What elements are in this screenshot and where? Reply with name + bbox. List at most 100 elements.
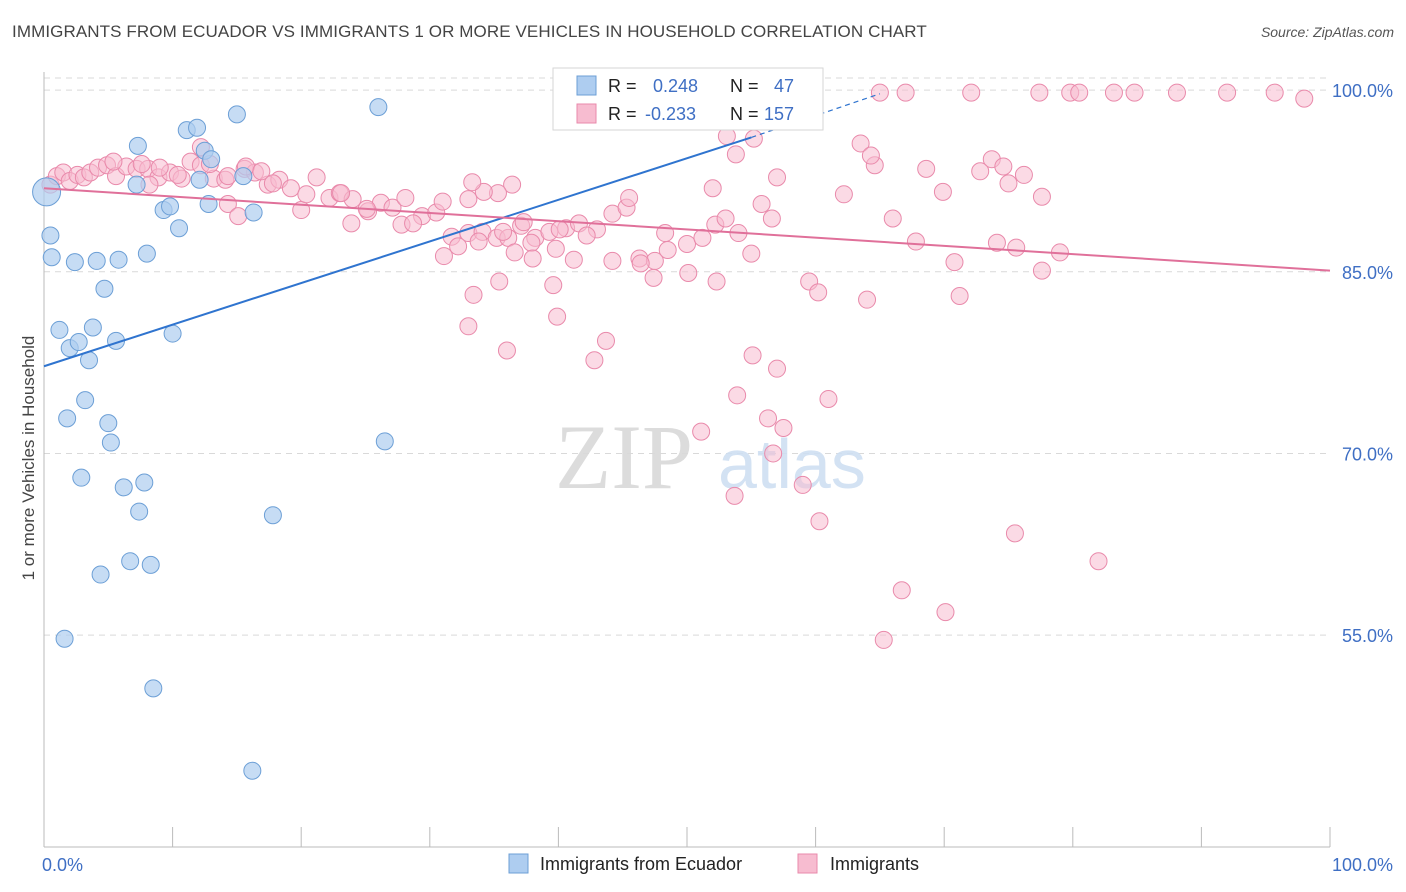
- immigrants-point: [726, 145, 745, 164]
- n-value-2: 157: [764, 104, 794, 124]
- immigrants-point: [463, 173, 482, 192]
- immigrants-point: [620, 188, 639, 207]
- immigrants-point: [229, 207, 248, 226]
- immigrants-point: [764, 444, 783, 463]
- ecuador-point: [58, 409, 77, 428]
- immigrants-point: [1125, 83, 1144, 102]
- immigrants-point: [759, 409, 778, 428]
- immigrants-point: [809, 283, 828, 302]
- immigrants-point: [716, 209, 735, 228]
- ecuador-point: [135, 473, 154, 492]
- ecuador-point: [76, 391, 95, 410]
- immigrants-point: [1218, 83, 1237, 102]
- immigrants-point: [728, 386, 747, 405]
- immigrants-point: [896, 83, 915, 102]
- immigrants-point: [1104, 83, 1123, 102]
- ecuador-trendline: [43, 136, 752, 368]
- x-tick-label-1: 100.0%: [1332, 855, 1393, 875]
- immigrants-point: [577, 226, 596, 245]
- immigrants-point: [603, 251, 622, 270]
- immigrants-point: [693, 228, 712, 247]
- immigrants-point: [585, 351, 604, 370]
- immigrants-point: [281, 179, 300, 198]
- immigrants-point: [774, 419, 793, 438]
- immigrants-point: [494, 222, 513, 241]
- immigrants-point: [168, 165, 187, 184]
- immigrants-point: [459, 190, 478, 209]
- ecuador-point: [170, 219, 189, 238]
- watermark-zip: ZIP: [555, 406, 693, 508]
- watermark-atlas: atlas: [718, 425, 866, 503]
- ecuador-point: [114, 478, 133, 497]
- immigrants-point: [342, 214, 361, 233]
- ecuador-point: [99, 414, 118, 433]
- x-tick-label-0: 0.0%: [42, 855, 83, 875]
- immigrants-point: [132, 155, 151, 174]
- immigrants-point: [505, 243, 524, 262]
- stats-legend-box: [552, 67, 824, 131]
- immigrants-point: [1030, 83, 1049, 102]
- immigrants-point: [550, 220, 569, 239]
- immigrants-point: [564, 250, 583, 269]
- immigrants-point: [1070, 83, 1089, 102]
- legend-immigrants-swatch: [797, 853, 818, 874]
- stats-legend: R = 0.248 N = 47 R = -0.233 N = 157: [552, 67, 824, 131]
- y-axis-label: 1 or more Vehicles in Household: [19, 336, 38, 581]
- ecuador-point: [369, 98, 388, 117]
- immigrants-point: [703, 179, 722, 198]
- immigrants-point: [707, 272, 726, 291]
- immigrants-point: [1032, 187, 1051, 206]
- ecuador-point: [202, 150, 221, 169]
- immigrants-point: [404, 214, 423, 233]
- immigrants-point: [474, 182, 493, 201]
- ecuador-point: [95, 279, 114, 298]
- immigrants-point: [936, 603, 955, 622]
- ecuador-point: [69, 333, 88, 352]
- immigrants-point: [762, 209, 781, 228]
- immigrants-point: [263, 174, 282, 193]
- immigrants-point: [819, 389, 838, 408]
- ecuador-swatch: [576, 75, 597, 96]
- immigrants-point: [1007, 238, 1026, 257]
- immigrants-point: [1014, 165, 1033, 184]
- immigrants-swatch: [576, 103, 597, 124]
- immigrants-point: [644, 268, 663, 287]
- y-tick-label-0: 55.0%: [1342, 626, 1393, 646]
- immigrants-point: [950, 287, 969, 306]
- grid-lines: [44, 77, 1330, 636]
- immigrants-point: [490, 272, 509, 291]
- ecuador-point: [65, 253, 84, 272]
- immigrants-point: [793, 475, 812, 494]
- x-tick-labels: 0.0% 100.0%: [42, 855, 1393, 875]
- immigrants-point: [658, 241, 677, 260]
- immigrants-point: [548, 307, 567, 326]
- immigrants-point: [459, 317, 478, 336]
- y-tick-label-1: 70.0%: [1342, 444, 1393, 464]
- ecuador-point: [227, 105, 246, 124]
- r-label-2: R =: [608, 104, 637, 124]
- ecuador-point: [137, 244, 156, 263]
- ecuador-point: [55, 629, 74, 648]
- immigrants-point: [631, 254, 650, 273]
- immigrants-point: [434, 247, 453, 266]
- immigrants-point: [883, 209, 902, 228]
- immigrants-point: [962, 83, 981, 102]
- immigrants-point: [1295, 89, 1314, 108]
- n-value-1: 47: [774, 76, 794, 96]
- immigrants-point: [810, 512, 829, 531]
- immigrants-point: [679, 264, 698, 283]
- n-label-2: N =: [730, 104, 759, 124]
- trendlines: [43, 93, 1331, 368]
- chart-title: IMMIGRANTS FROM ECUADOR VS IMMIGRANTS 1 …: [12, 22, 927, 41]
- ecuador-point: [375, 432, 394, 451]
- immigrants-point: [752, 194, 771, 213]
- immigrants-point: [994, 157, 1013, 176]
- x-ticks: [43, 827, 1331, 847]
- n-label-1: N =: [730, 76, 759, 96]
- legend-ecuador-label: Immigrants from Ecuador: [540, 854, 742, 874]
- immigrants-point: [433, 192, 452, 211]
- immigrants-point: [150, 158, 169, 177]
- immigrants-point: [522, 233, 541, 252]
- immigrants-point: [987, 233, 1006, 252]
- ecuador-point: [72, 468, 91, 487]
